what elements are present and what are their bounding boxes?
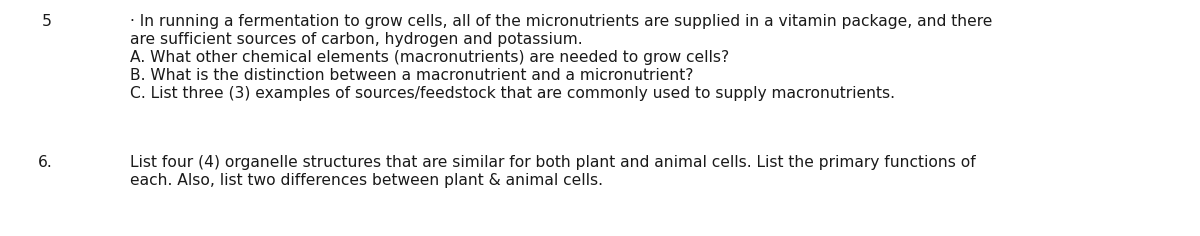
Text: 6.: 6. [38,155,53,170]
Text: List four (4) organelle structures that are similar for both plant and animal ce: List four (4) organelle structures that … [130,155,976,170]
Text: A. What other chemical elements (macronutrients) are needed to grow cells?: A. What other chemical elements (macronu… [130,50,730,65]
Text: are sufficient sources of carbon, hydrogen and potassium.: are sufficient sources of carbon, hydrog… [130,32,583,47]
Text: each. Also, list two differences between plant & animal cells.: each. Also, list two differences between… [130,173,604,188]
Text: C. List three (3) examples of sources/feedstock that are commonly used to supply: C. List three (3) examples of sources/fe… [130,86,895,101]
Text: 5: 5 [42,14,52,29]
Text: · In running a fermentation to grow cells, all of the micronutrients are supplie: · In running a fermentation to grow cell… [130,14,992,29]
Text: B. What is the distinction between a macronutrient and a micronutrient?: B. What is the distinction between a mac… [130,68,694,83]
